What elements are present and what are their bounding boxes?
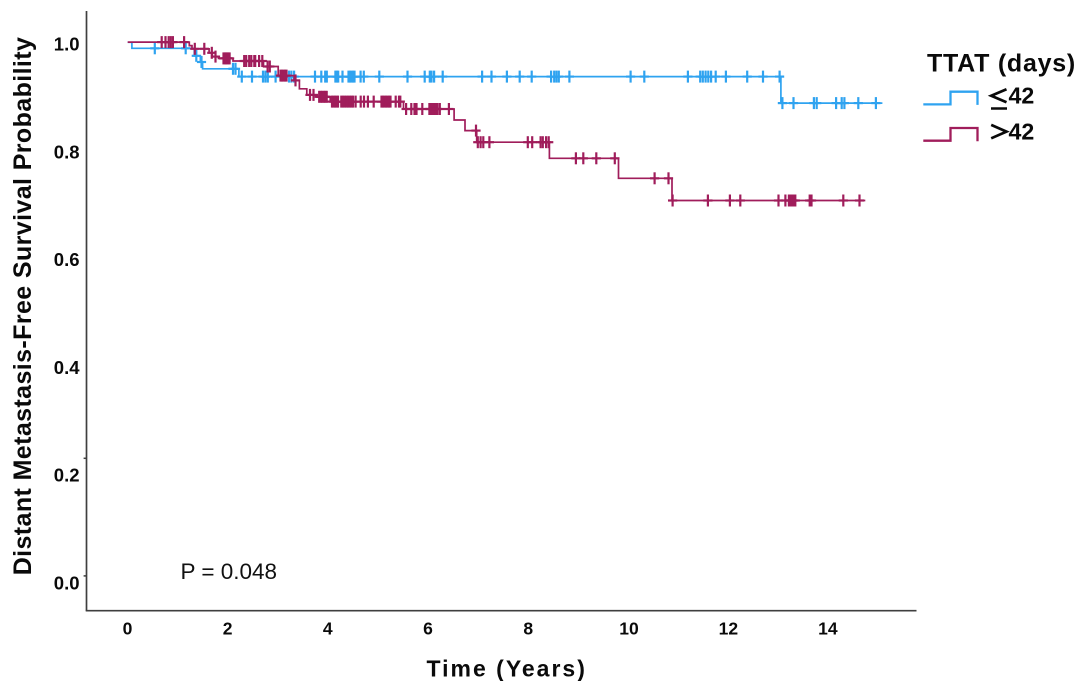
svg-text:6: 6 xyxy=(423,619,433,639)
svg-text:12: 12 xyxy=(719,619,739,639)
svg-text:42: 42 xyxy=(1009,118,1035,144)
svg-text:Distant Metastasis-Free Surviv: Distant Metastasis-Free Survival Probabi… xyxy=(9,37,37,576)
svg-text:0.4: 0.4 xyxy=(54,357,80,378)
svg-text:14: 14 xyxy=(818,619,838,639)
svg-text:8: 8 xyxy=(523,619,533,639)
svg-text:TTAT (days): TTAT (days) xyxy=(927,50,1076,78)
svg-text:Time (Years): Time (Years) xyxy=(427,656,587,681)
svg-text:1.0: 1.0 xyxy=(54,34,80,55)
svg-text:0.2: 0.2 xyxy=(54,465,80,486)
svg-text:2: 2 xyxy=(223,619,233,639)
svg-text:P = 0.048: P = 0.048 xyxy=(181,559,278,584)
svg-text:0: 0 xyxy=(123,619,133,639)
svg-text:0.8: 0.8 xyxy=(54,141,80,162)
svg-text:10: 10 xyxy=(619,619,639,639)
svg-text:4: 4 xyxy=(323,619,333,639)
svg-text:0.6: 0.6 xyxy=(54,249,80,270)
svg-text:42: 42 xyxy=(1009,83,1035,109)
svg-text:0.0: 0.0 xyxy=(54,573,80,594)
